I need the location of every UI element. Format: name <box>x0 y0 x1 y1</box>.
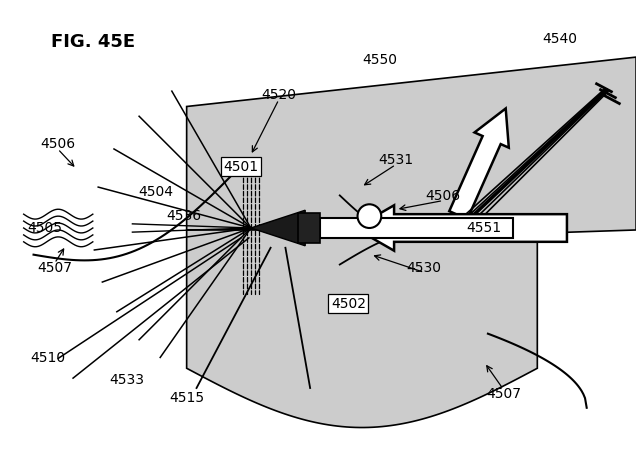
FancyBboxPatch shape <box>298 213 320 243</box>
Circle shape <box>358 204 381 228</box>
Polygon shape <box>251 210 305 246</box>
Text: 4550: 4550 <box>362 53 397 67</box>
Text: 4515: 4515 <box>170 391 205 405</box>
Text: 4520: 4520 <box>261 88 296 102</box>
Text: 4536: 4536 <box>166 209 202 223</box>
Text: 4531: 4531 <box>378 153 413 167</box>
Text: 4507: 4507 <box>486 387 521 401</box>
Polygon shape <box>187 230 538 428</box>
Polygon shape <box>187 57 636 235</box>
Text: 4506: 4506 <box>426 189 461 203</box>
Text: 4533: 4533 <box>109 373 145 387</box>
Text: 4551: 4551 <box>467 221 502 234</box>
Text: 4510: 4510 <box>31 351 66 365</box>
Text: 4530: 4530 <box>407 261 442 275</box>
Text: 4501: 4501 <box>223 160 259 174</box>
Text: 4507: 4507 <box>37 261 72 275</box>
Text: 4540: 4540 <box>543 32 578 46</box>
FancyArrow shape <box>355 205 567 251</box>
Text: 4505: 4505 <box>28 221 63 234</box>
Text: 4504: 4504 <box>138 185 173 198</box>
Text: 4502: 4502 <box>331 297 366 311</box>
FancyArrow shape <box>449 108 509 219</box>
Text: FIG. 45E: FIG. 45E <box>51 33 136 51</box>
Text: 4506: 4506 <box>40 137 76 152</box>
FancyBboxPatch shape <box>320 218 513 238</box>
